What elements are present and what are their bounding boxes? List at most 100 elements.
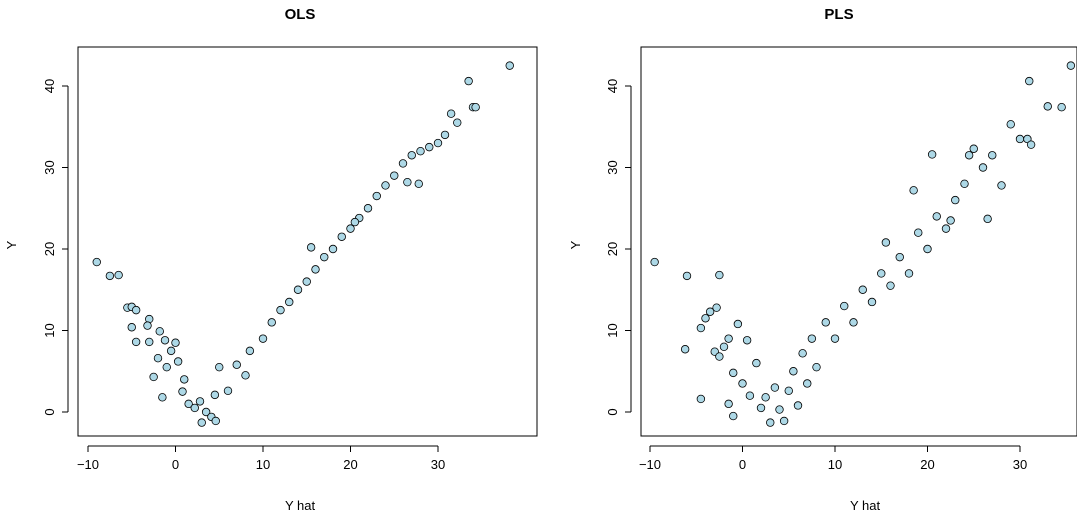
data-point	[1057, 102, 1066, 112]
x-tick-label: 30	[431, 457, 445, 472]
data-point	[416, 146, 425, 156]
data-point	[779, 416, 789, 426]
data-point	[978, 163, 988, 172]
data-point	[712, 303, 721, 312]
chart-title: PLS	[824, 6, 853, 23]
y-axis-label: Y	[4, 240, 19, 249]
data-point	[363, 204, 373, 213]
data-point	[701, 314, 710, 323]
data-point	[92, 257, 101, 267]
data-point	[320, 252, 329, 262]
ols-panel: OLS Y hat Y −10 0 10 20 30 0 10 20 30 40	[4, 6, 538, 513]
data-point	[969, 144, 978, 153]
data-point	[143, 321, 152, 330]
y-tick-label: 40	[605, 79, 620, 93]
data-point	[932, 212, 941, 221]
data-point	[733, 319, 743, 329]
data-point	[293, 285, 303, 294]
x-tick-label: 20	[920, 457, 934, 472]
data-point	[425, 142, 434, 152]
plot-frame	[77, 46, 538, 437]
data-point	[180, 375, 189, 384]
data-point	[941, 224, 951, 233]
data-point	[766, 418, 775, 427]
data-point	[821, 318, 830, 327]
data-point	[440, 130, 450, 140]
data-point	[201, 407, 211, 417]
data-point	[1006, 120, 1015, 129]
data-point	[267, 318, 276, 327]
data-point	[881, 238, 891, 247]
data-point	[149, 372, 158, 382]
data-point	[195, 397, 205, 406]
axis-ticks: −10 0 10 20 30 0 10 20 30 40	[42, 79, 445, 472]
data-point	[223, 386, 233, 396]
data-point	[715, 270, 724, 280]
data-point	[105, 271, 115, 281]
pls-panel: PLS Y hat Y −10 0 10 20 30 0 10 20 30 40	[568, 6, 1077, 513]
y-tick-label: 0	[42, 408, 57, 415]
data-point	[951, 195, 960, 205]
data-point	[997, 181, 1006, 190]
data-point	[155, 327, 164, 336]
data-point	[830, 334, 840, 343]
data-point	[650, 257, 659, 267]
data-point	[210, 390, 220, 400]
data-point	[904, 269, 914, 278]
x-tick-label: −10	[639, 457, 661, 472]
data-point	[160, 336, 170, 345]
data-point	[756, 403, 766, 413]
scatter-points	[650, 61, 1076, 427]
data-point	[770, 383, 780, 392]
data-point	[173, 357, 183, 366]
data-point	[302, 277, 311, 286]
data-point	[114, 270, 123, 280]
data-point	[803, 379, 812, 388]
x-axis-label: Y hat	[850, 498, 881, 513]
data-point	[403, 177, 412, 187]
data-point	[1025, 76, 1034, 86]
data-point	[328, 244, 338, 254]
data-point	[285, 297, 294, 307]
data-point	[729, 368, 738, 378]
data-point	[696, 323, 706, 333]
data-point	[696, 394, 706, 404]
y-tick-label: 10	[42, 323, 57, 337]
data-point	[162, 362, 171, 372]
data-point	[184, 399, 193, 409]
data-point	[190, 403, 199, 413]
data-point	[350, 217, 360, 227]
data-point	[197, 418, 206, 427]
data-point	[914, 228, 923, 237]
data-point	[166, 346, 176, 356]
data-point	[1043, 102, 1052, 111]
data-point	[311, 265, 320, 274]
plot-frame	[640, 46, 1077, 437]
y-tick-label: 20	[42, 242, 57, 256]
data-point	[964, 151, 974, 160]
data-point	[724, 334, 733, 343]
y-tick-label: 10	[605, 323, 620, 337]
data-point	[927, 150, 937, 159]
data-point	[464, 76, 473, 86]
data-point	[390, 171, 399, 180]
data-point	[895, 252, 904, 262]
data-point	[724, 399, 733, 409]
data-point	[798, 349, 807, 358]
data-point	[946, 216, 955, 225]
x-tick-label: 30	[1013, 457, 1027, 472]
data-point	[812, 362, 821, 372]
data-point	[127, 323, 136, 332]
data-point	[840, 301, 849, 311]
data-point	[131, 305, 141, 315]
data-point	[729, 411, 738, 421]
y-axis-label: Y	[568, 240, 583, 249]
data-point	[153, 354, 163, 363]
y-tick-label: 20	[605, 242, 620, 256]
x-tick-label: 10	[256, 457, 270, 472]
y-tick-label: 0	[605, 408, 620, 415]
data-point	[245, 346, 255, 356]
y-tick-label: 30	[42, 160, 57, 174]
data-point	[745, 391, 755, 400]
